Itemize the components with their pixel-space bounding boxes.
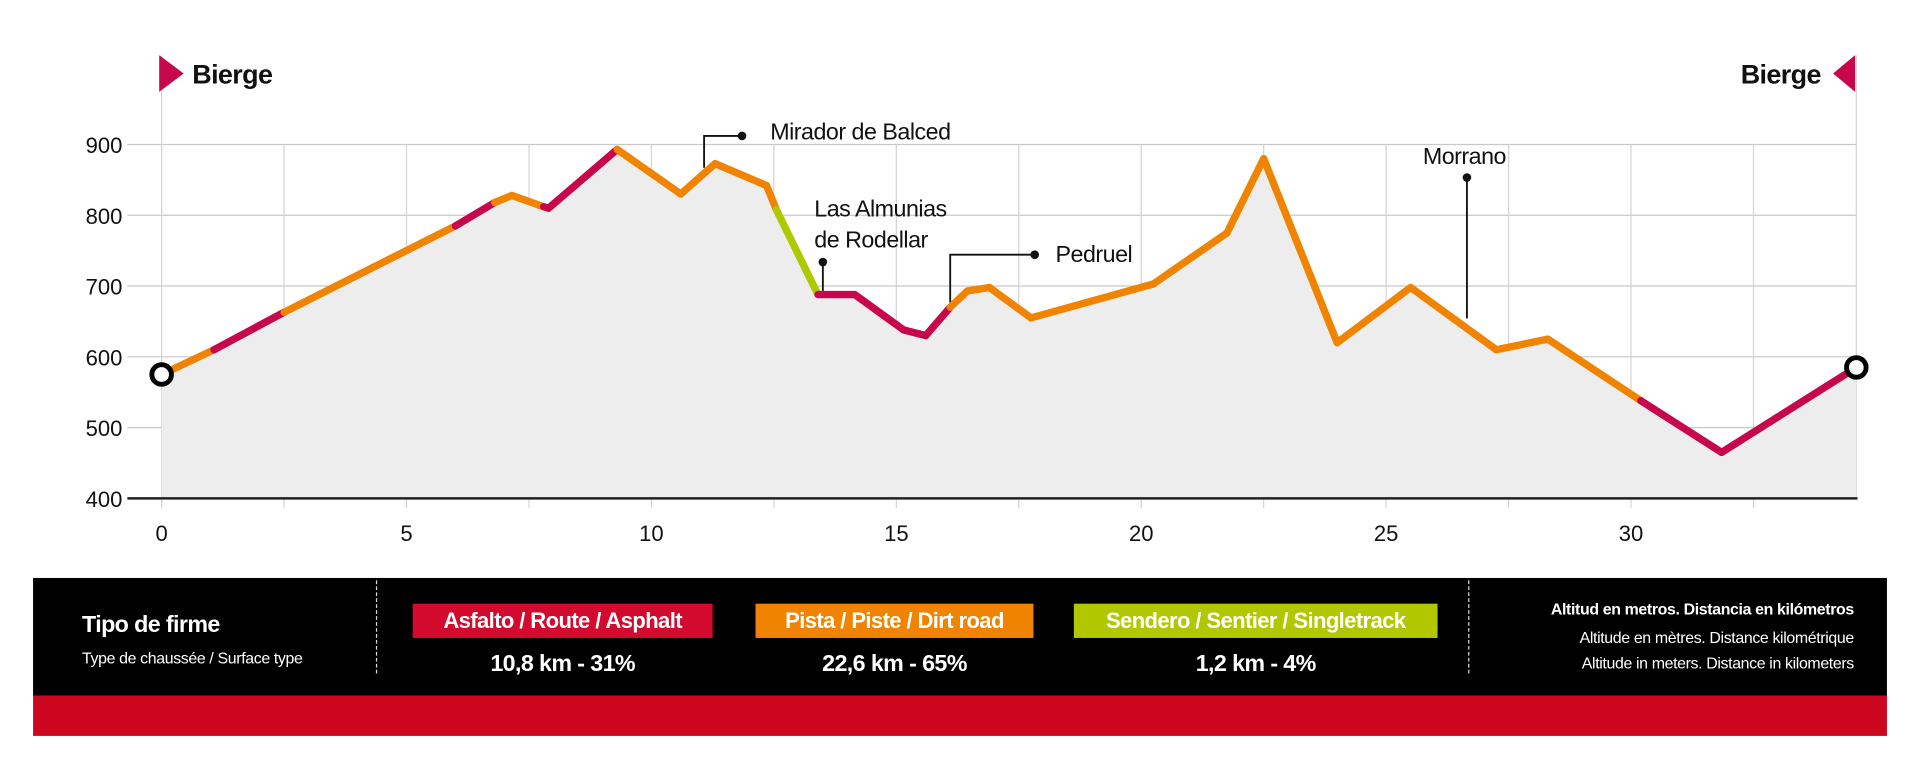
annotation-pedruel: Pedruel [1056, 241, 1133, 267]
annotation-almunias-2: de Rodellar [814, 226, 928, 252]
y-tick-label: 600 [86, 345, 123, 370]
leader-dot [1462, 173, 1472, 182]
start-marker [149, 362, 174, 387]
leader-dot [818, 257, 828, 267]
profile-segment-dirt [508, 191, 548, 211]
profile-segment-dirt [1149, 229, 1231, 288]
profile-segment-asphalt [544, 145, 621, 212]
profile-segment-dirt [280, 222, 460, 316]
profile-segment-asphalt [922, 303, 954, 340]
profile-segment-dirt [1406, 283, 1501, 354]
leader-line [703, 135, 743, 168]
annotation-almunias-1: Las Almunias [814, 196, 946, 222]
annotation-mirador: Mirador de Balced [770, 119, 950, 145]
leader-line [949, 253, 1035, 303]
end-label: Bierge [1741, 59, 1822, 89]
profile-segment-dirt [946, 287, 972, 311]
divider [1468, 580, 1470, 674]
footer-bar [33, 695, 1887, 736]
legend-dirt-value: 22,6 km - 65% [822, 651, 967, 678]
y-tick-label: 500 [86, 416, 123, 441]
units-note-es: Altitud en metros. Distancia en kilómetr… [1550, 600, 1854, 619]
divider [375, 580, 378, 674]
start-flag-icon [159, 55, 184, 92]
profile-area [161, 149, 1857, 499]
profile-segment-singletrack [772, 205, 822, 299]
profile-segment-asphalt [1717, 363, 1861, 457]
surface-legend: Tipo de firme Type de chaussée / Surface… [33, 577, 1887, 696]
legend-dirt: Pista / Piste / Dirt road [755, 603, 1034, 638]
x-tick-label: 20 [1129, 521, 1154, 546]
legend-subtitle: Type de chaussée / Surface type [82, 648, 303, 668]
profile-segment-dirt [1223, 154, 1268, 237]
elevation-chart: 900 800 700 600 500 400 0 5 10 15 20 25 30 Bierge B… [86, 55, 1869, 546]
legend-asphalt-value: 10,8 km - 31% [490, 651, 635, 678]
profile-segment-asphalt [1637, 397, 1726, 457]
profile-segment-dirt [1333, 283, 1415, 347]
leader-dot [737, 131, 747, 141]
y-tick-label: 800 [86, 204, 123, 229]
profile-segment-dirt [1492, 335, 1552, 354]
units-note-en: Altitude in meters. Distance in kilomete… [1581, 653, 1854, 673]
x-tick-label: 10 [639, 521, 664, 546]
annotation-leaders [703, 131, 1472, 319]
x-tick-label: 30 [1619, 521, 1644, 546]
profile-segment-asphalt [900, 326, 930, 340]
profile-segment-asphalt [210, 308, 288, 354]
profile-segment-asphalt [451, 198, 499, 230]
legend-asphalt: Asfalto / Route / Asphalt [412, 603, 713, 638]
x-tick-label: 25 [1374, 521, 1399, 546]
x-tick-label: 0 [155, 521, 167, 546]
y-tick-label: 700 [86, 275, 123, 300]
profile-segment-dirt [677, 159, 719, 198]
legend-singletrack-value: 1,2 km - 4% [1195, 651, 1317, 678]
legend-singletrack: Sendero / Sentier / Singletrack [1073, 603, 1438, 638]
x-tick-label: 5 [400, 521, 412, 546]
profile-line [157, 145, 1861, 457]
y-tick-label: 400 [86, 487, 123, 512]
x-axis-ticks: 0 5 10 15 20 25 30 [155, 521, 1643, 546]
y-tick-label: 900 [86, 133, 123, 158]
legend-title: Tipo de firme [82, 612, 220, 638]
profile-segment-dirt [963, 283, 994, 295]
end-flag-icon [1833, 55, 1856, 92]
profile-segment-dirt [613, 145, 685, 198]
profile-segment-dirt [985, 283, 1035, 322]
profile-segment-asphalt [851, 290, 908, 334]
annotation-morrano: Morrano [1423, 143, 1506, 169]
units-note-fr: Altitude en mètres. Distance kilométriqu… [1579, 628, 1855, 647]
profile-segment-dirt [1544, 335, 1645, 405]
profile-segment-dirt [1260, 154, 1341, 347]
profile-segment-dirt [1027, 280, 1158, 322]
y-axis-ticks: 900 800 700 600 500 400 [86, 133, 123, 512]
x-tick-label: 15 [884, 521, 909, 546]
start-label: Bierge [192, 59, 273, 89]
leader-dot [1030, 250, 1039, 259]
profile-segment-dirt [711, 159, 771, 190]
end-marker [1844, 355, 1869, 380]
profile-segment-dirt [762, 181, 781, 214]
